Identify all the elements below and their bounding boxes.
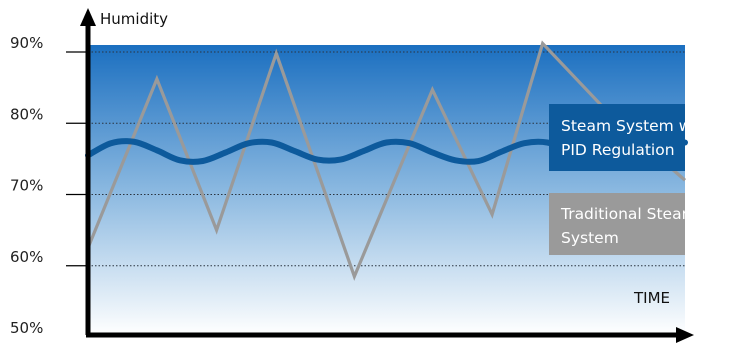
plot-background: [88, 45, 685, 335]
legend-traditional-line-2: System: [561, 229, 619, 247]
y-tick-label-70: 70%: [10, 177, 43, 195]
legend-traditional-box: [549, 193, 685, 255]
y-tick-labels: 50% 60% 70% 80% 90%: [10, 34, 88, 337]
legend-pid-line-2: PID Regulation: [561, 141, 675, 159]
y-tick-label-60: 60%: [10, 248, 43, 266]
y-tick-label-50: 50%: [10, 319, 43, 337]
x-axis-arrow: [676, 327, 694, 343]
legend-pid-box: [549, 104, 685, 171]
legend-pid: Steam System with PID Regulation: [549, 104, 712, 171]
y-axis-arrow: [80, 8, 96, 26]
x-axis-title: TIME: [633, 289, 670, 307]
y-axis-title: Humidity: [100, 10, 168, 28]
legend-traditional-line-1: Traditional Steam: [560, 205, 697, 223]
series-traditional-steam-line: [86, 40, 687, 281]
y-tick-label-80: 80%: [10, 105, 43, 123]
legend-traditional: Traditional Steam System: [549, 193, 697, 255]
legend-pid-line-1: Steam System with: [561, 117, 712, 135]
axes: [80, 8, 694, 343]
y-tick-label-90: 90%: [10, 34, 43, 52]
